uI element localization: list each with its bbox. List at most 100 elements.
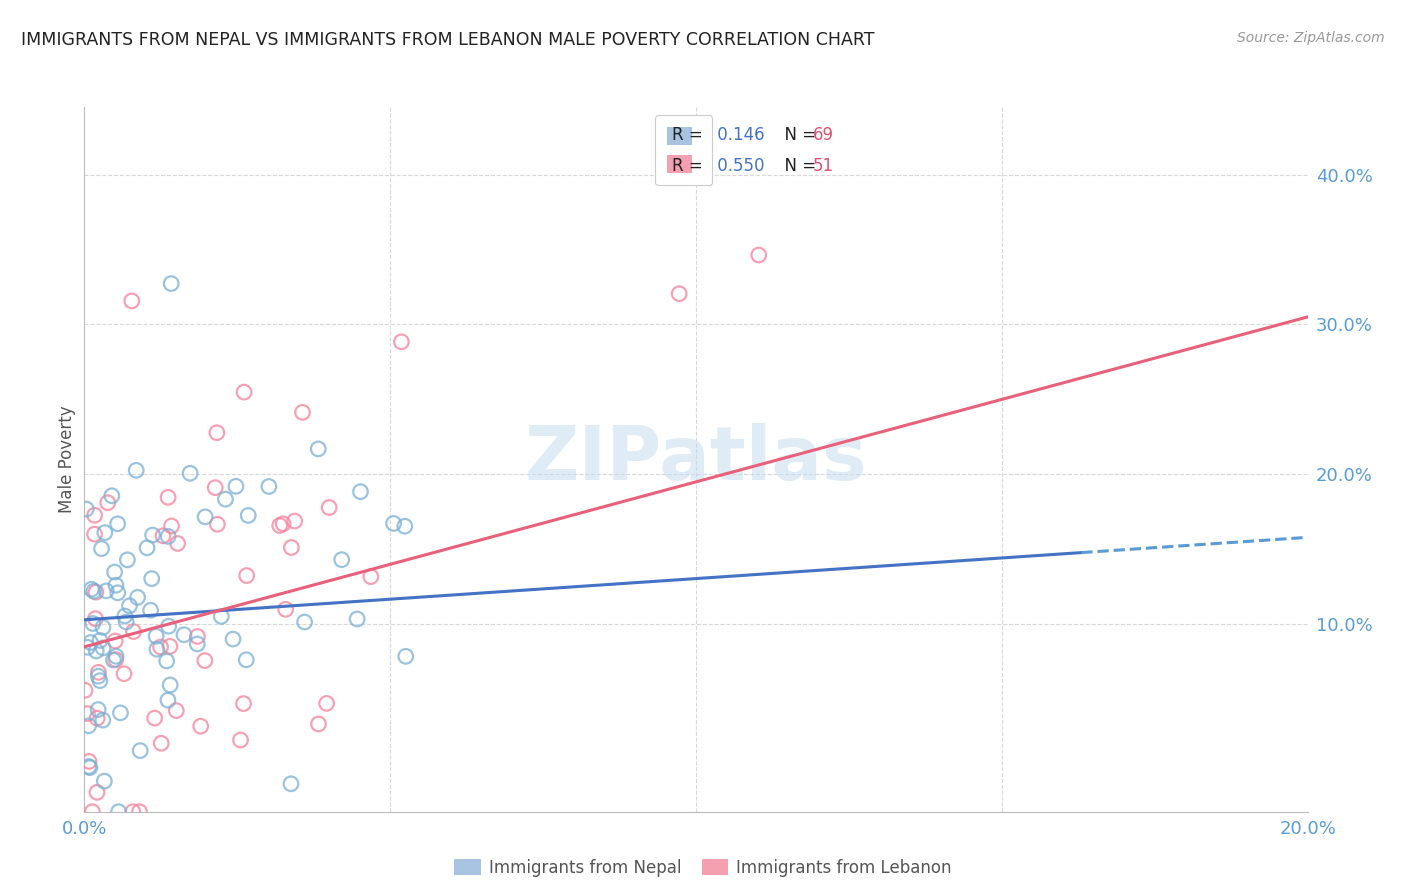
Point: [87, 669, 110, 683]
Point: [748, 248, 770, 262]
Text: N =: N =: [773, 157, 821, 175]
Point: [83, 527, 105, 541]
Point: [104, 578, 127, 592]
Point: [128, 805, 150, 819]
Text: R =: R =: [672, 126, 709, 144]
Point: [122, 624, 145, 639]
Point: [150, 736, 173, 750]
Point: [204, 481, 226, 495]
Point: [235, 568, 257, 582]
Point: [142, 528, 165, 542]
Point: [394, 519, 416, 533]
Point: [91, 640, 114, 655]
Point: [308, 717, 330, 731]
Point: [207, 517, 229, 532]
Point: [269, 518, 291, 533]
Legend: , : ,: [655, 115, 711, 186]
Point: [103, 653, 125, 667]
Point: [76, 640, 98, 655]
Point: [145, 629, 167, 643]
Point: [107, 805, 129, 819]
Point: [84, 585, 107, 599]
Point: [349, 484, 371, 499]
Point: [186, 637, 208, 651]
Point: [82, 616, 104, 631]
Point: [346, 612, 368, 626]
Point: [165, 704, 187, 718]
Point: [104, 652, 127, 666]
Point: [107, 516, 129, 531]
Point: [274, 602, 297, 616]
Point: [160, 277, 183, 291]
Point: [73, 683, 96, 698]
Point: [209, 609, 232, 624]
Point: [115, 615, 138, 629]
Point: [232, 697, 254, 711]
Point: [101, 489, 124, 503]
Point: [96, 583, 118, 598]
Point: [83, 508, 105, 523]
Point: [205, 425, 228, 440]
Point: [330, 552, 353, 566]
Point: [80, 582, 103, 597]
Point: [360, 569, 382, 583]
Point: [179, 467, 201, 481]
Point: [118, 599, 141, 613]
Text: 0.146: 0.146: [711, 126, 765, 144]
Text: Source: ZipAtlas.com: Source: ZipAtlas.com: [1237, 31, 1385, 45]
Point: [194, 654, 217, 668]
Point: [280, 777, 302, 791]
Point: [149, 640, 172, 654]
Point: [214, 492, 236, 507]
Point: [157, 619, 180, 633]
Point: [91, 713, 114, 727]
Y-axis label: Male Poverty: Male Poverty: [58, 406, 76, 513]
Point: [87, 665, 110, 680]
Point: [110, 706, 132, 720]
Point: [93, 774, 115, 789]
Point: [117, 553, 139, 567]
Point: [173, 628, 195, 642]
Point: [84, 612, 107, 626]
Point: [668, 286, 690, 301]
Point: [229, 733, 252, 747]
Point: [143, 711, 166, 725]
Point: [136, 541, 159, 555]
Point: [77, 755, 100, 769]
Point: [257, 479, 280, 493]
Text: IMMIGRANTS FROM NEPAL VS IMMIGRANTS FROM LEBANON MALE POVERTY CORRELATION CHART: IMMIGRANTS FROM NEPAL VS IMMIGRANTS FROM…: [21, 31, 875, 49]
Point: [222, 632, 245, 646]
Point: [104, 634, 127, 648]
Point: [395, 649, 418, 664]
Point: [79, 635, 101, 649]
Point: [238, 508, 260, 523]
Point: [157, 529, 180, 543]
Point: [94, 525, 117, 540]
Point: [77, 759, 100, 773]
Point: [112, 666, 135, 681]
Point: [91, 620, 114, 634]
Point: [315, 697, 337, 711]
Point: [225, 479, 247, 493]
Point: [127, 591, 149, 605]
Point: [166, 536, 188, 550]
Point: [121, 293, 143, 308]
Point: [86, 711, 108, 725]
Point: [129, 744, 152, 758]
Point: [284, 514, 307, 528]
Point: [294, 615, 316, 629]
Point: [77, 719, 100, 733]
Point: [79, 761, 101, 775]
Point: [107, 586, 129, 600]
Text: N =: N =: [773, 126, 821, 144]
Point: [159, 678, 181, 692]
Point: [90, 541, 112, 556]
Point: [156, 693, 179, 707]
Point: [159, 640, 181, 654]
Legend: Immigrants from Nepal, Immigrants from Lebanon: Immigrants from Nepal, Immigrants from L…: [447, 853, 959, 884]
Text: R =: R =: [672, 157, 709, 175]
Point: [141, 572, 163, 586]
Point: [190, 719, 212, 733]
Point: [318, 500, 340, 515]
Text: 0.550: 0.550: [711, 157, 765, 175]
